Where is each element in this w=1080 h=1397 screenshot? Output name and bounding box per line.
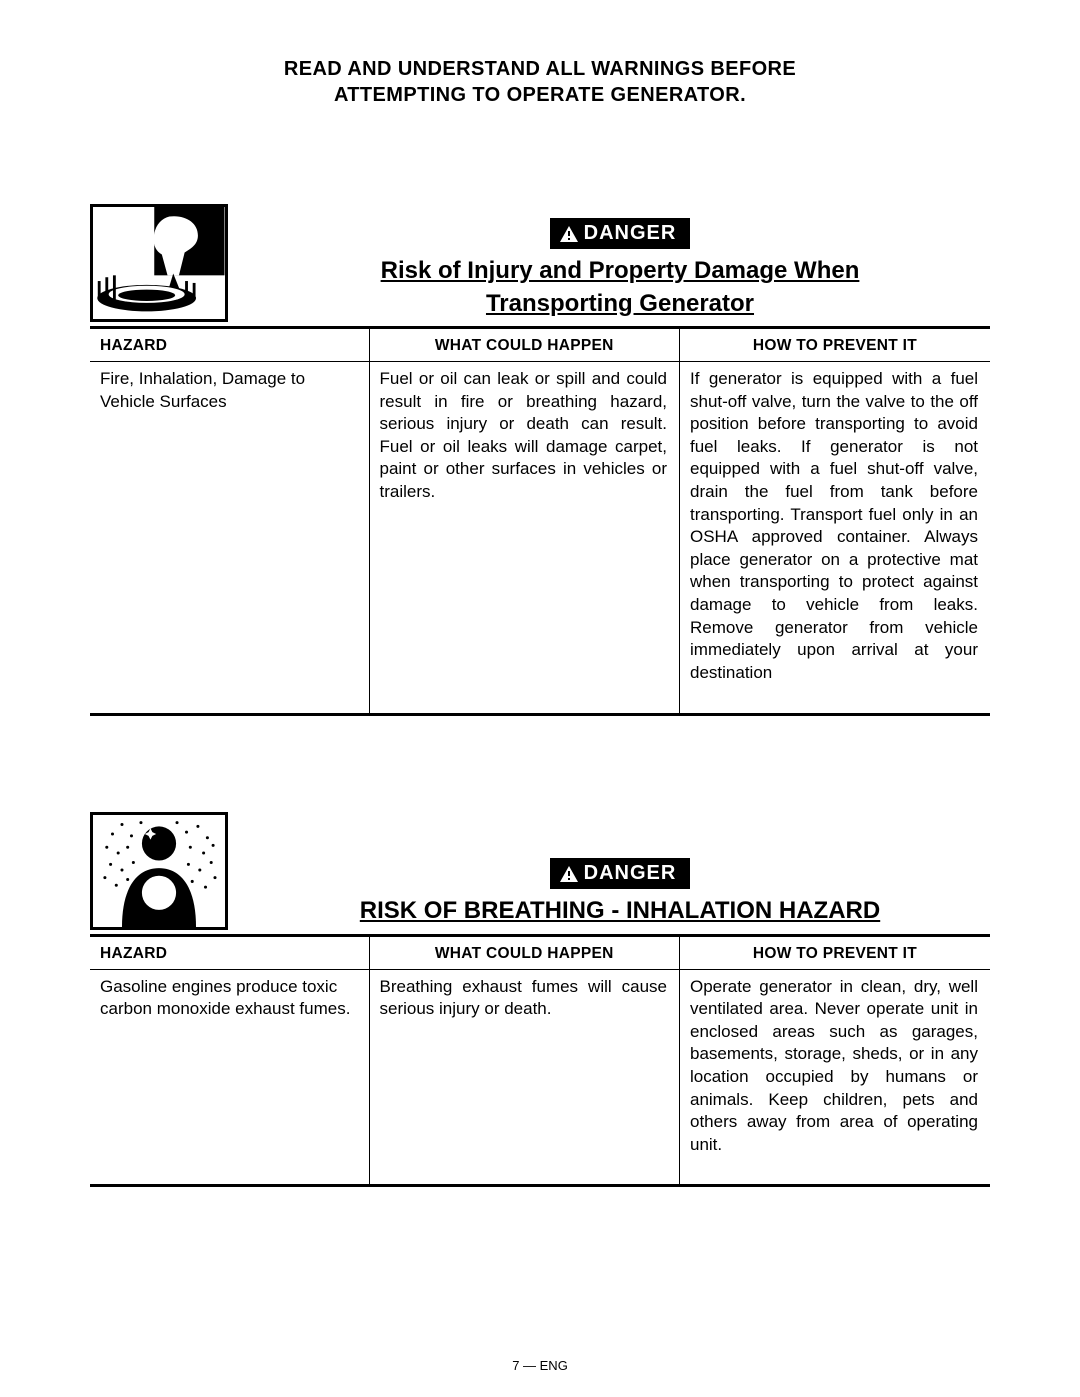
top-warning-line2: ATTEMPTING TO OPERATE GENERATOR. (334, 84, 746, 106)
section-title-line2: Transporting Generator (486, 290, 754, 317)
cell-what: Breathing exhaust fumes will cause serio… (369, 969, 680, 1184)
table-header-row: HAZARD WHAT COULD HAPPEN HOW TO PREVENT … (90, 937, 990, 970)
section-title: RISK OF BREATHING - INHALATION HAZARD (360, 895, 880, 927)
section-header: DANGER RISK OF BREATHING - INHALATION HA… (90, 812, 990, 937)
danger-section-inhalation: DANGER RISK OF BREATHING - INHALATION HA… (90, 812, 990, 1188)
section-title-wrap: DANGER Risk of Injury and Property Damag… (250, 218, 990, 322)
page-footer: 7 — ENG (0, 1358, 1080, 1373)
table-end-rule (90, 713, 990, 716)
cell-prevent: Operate generator in clean, dry, well ve… (680, 969, 991, 1184)
cell-hazard: Gasoline engines produce toxic carbon mo… (90, 969, 369, 1184)
cell-prevent: If generator is equipped with a fuel shu… (680, 362, 991, 713)
section-title: Risk of Injury and Property Damage When … (381, 255, 860, 320)
danger-badge: DANGER (550, 218, 691, 249)
table-header-row: HAZARD WHAT COULD HAPPEN HOW TO PREVENT … (90, 329, 990, 362)
section-title-line1: Risk of Injury and Property Damage When (381, 257, 860, 284)
col-hazard: HAZARD (90, 937, 369, 970)
hazard-table: HAZARD WHAT COULD HAPPEN HOW TO PREVENT … (90, 329, 990, 713)
col-hazard: HAZARD (90, 329, 369, 362)
table-end-rule (90, 1184, 990, 1187)
danger-section-transport: DANGER Risk of Injury and Property Damag… (90, 204, 990, 716)
section-header: DANGER Risk of Injury and Property Damag… (90, 204, 990, 329)
danger-badge: DANGER (550, 858, 691, 889)
col-prevent: HOW TO PREVENT IT (680, 937, 991, 970)
danger-label: DANGER (584, 222, 677, 245)
fuel-spill-icon (90, 204, 228, 322)
table-row: Gasoline engines produce toxic carbon mo… (90, 969, 990, 1184)
table-row: Fire, Inhalation, Damage to Vehicle Surf… (90, 362, 990, 713)
warning-triangle-icon (560, 866, 578, 882)
section-title-wrap: DANGER RISK OF BREATHING - INHALATION HA… (250, 858, 990, 929)
page: READ AND UNDERSTAND ALL WARNINGS BEFORE … (0, 0, 1080, 1397)
col-prevent: HOW TO PREVENT IT (680, 329, 991, 362)
warning-triangle-icon (560, 226, 578, 242)
inhalation-hazard-icon (90, 812, 228, 930)
danger-label: DANGER (584, 862, 677, 885)
col-what: WHAT COULD HAPPEN (369, 329, 680, 362)
cell-what: Fuel or oil can leak or spill and could … (369, 362, 680, 713)
hazard-table: HAZARD WHAT COULD HAPPEN HOW TO PREVENT … (90, 937, 990, 1185)
top-warning-line1: READ AND UNDERSTAND ALL WARNINGS BEFORE (284, 58, 796, 80)
col-what: WHAT COULD HAPPEN (369, 937, 680, 970)
cell-hazard: Fire, Inhalation, Damage to Vehicle Surf… (90, 362, 369, 713)
top-warning: READ AND UNDERSTAND ALL WARNINGS BEFORE … (90, 56, 990, 108)
